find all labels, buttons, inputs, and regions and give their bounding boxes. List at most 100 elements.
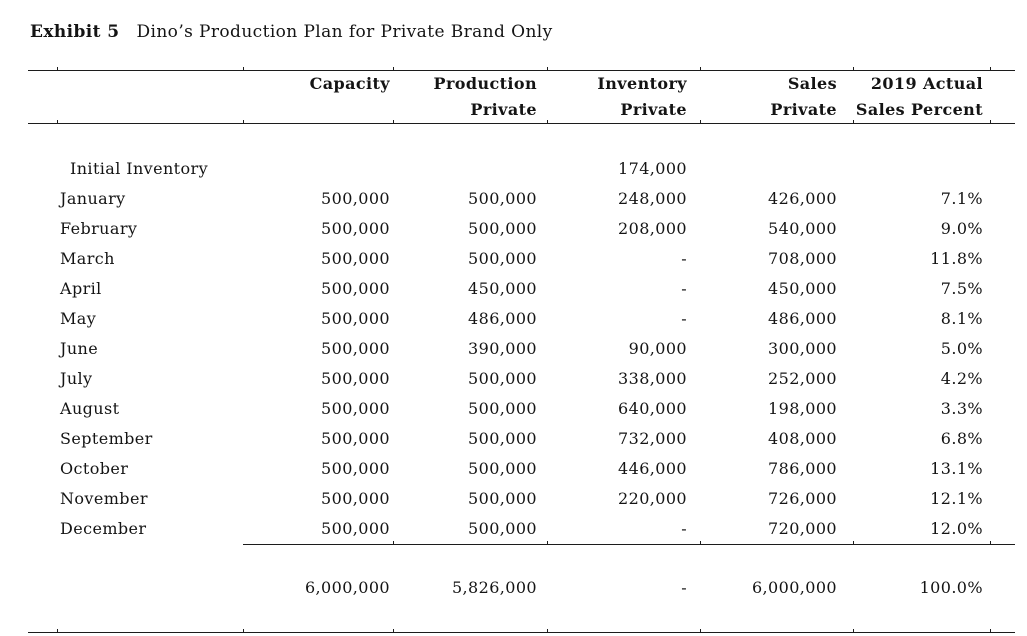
- sales-percent-cell: 11.8%: [930, 249, 983, 268]
- header-production-line2: Private: [470, 100, 537, 119]
- row-right-spacer: [990, 334, 1015, 364]
- sales-cell: [700, 154, 853, 184]
- production-cell: 500,000: [468, 489, 537, 508]
- production-cell: 500,000: [468, 249, 537, 268]
- table-row: January 500,000 500,000 248,000 426,000 …: [28, 184, 1015, 214]
- sales-cell: 540,000: [768, 219, 837, 238]
- row-label-cell: January: [60, 189, 126, 208]
- sales-cell: 486,000: [768, 309, 837, 328]
- row-label-cell: November: [60, 489, 148, 508]
- production-cell: 486,000: [468, 309, 537, 328]
- blank-row: [28, 124, 1015, 154]
- sales-percent-cell: 13.1%: [930, 459, 983, 478]
- inventory-cell: 174,000: [618, 159, 687, 178]
- sales-percent-cell: 7.1%: [940, 189, 983, 208]
- header-inventory-private: Inventory Private: [547, 71, 700, 123]
- inventory-cell: 248,000: [618, 189, 687, 208]
- sales-percent-cell: [853, 154, 990, 184]
- header-row-label-spacer: [28, 71, 243, 123]
- inventory-cell: 640,000: [618, 399, 687, 418]
- table-top-rule: [28, 67, 1015, 71]
- capacity-cell: 500,000: [321, 219, 390, 238]
- column-boundary-tick: [243, 120, 244, 124]
- column-boundary-tick: [57, 67, 58, 71]
- row-label-cell: May: [60, 309, 97, 328]
- exhibit-title: Exhibit 5 Dino’s Production Plan for Priv…: [30, 0, 1027, 44]
- column-boundary-tick: [990, 629, 991, 633]
- sales-percent-cell: 9.0%: [940, 219, 983, 238]
- row-right-spacer: [990, 304, 1015, 334]
- sales-cell: 408,000: [768, 429, 837, 448]
- production-cell: 500,000: [468, 459, 537, 478]
- sales-cell: 450,000: [768, 279, 837, 298]
- header-capacity-line2: [243, 97, 390, 123]
- column-boundary-tick: [700, 120, 701, 124]
- row-right-spacer: [990, 184, 1015, 214]
- inventory-cell: -: [681, 249, 687, 268]
- sales-cell: 426,000: [768, 189, 837, 208]
- table-row: June 500,000 390,000 90,000 300,000 5.0%: [28, 334, 1015, 364]
- table-row: September 500,000 500,000 732,000 408,00…: [28, 424, 1015, 454]
- header-bottom-rule: [28, 120, 1015, 124]
- column-boundary-tick: [547, 541, 548, 545]
- capacity-cell: [243, 154, 393, 184]
- sales-percent-cell: 7.5%: [940, 279, 983, 298]
- totals-capacity-cell: 6,000,000: [304, 578, 390, 597]
- column-boundary-tick: [990, 541, 991, 545]
- header-capacity-line1: Capacity: [309, 74, 390, 93]
- row-label-cell: February: [60, 219, 138, 238]
- capacity-cell: 500,000: [321, 249, 390, 268]
- sales-percent-cell: 6.8%: [940, 429, 983, 448]
- column-boundary-tick: [393, 629, 394, 633]
- table-row: December 500,000 500,000 - 720,000 12.0%: [28, 514, 1015, 544]
- sales-cell: 720,000: [768, 519, 837, 538]
- row-label-cell: April: [60, 279, 102, 298]
- table-row: March 500,000 500,000 - 708,000 11.8%: [28, 244, 1015, 274]
- row-right-spacer: [990, 424, 1015, 454]
- row-right-spacer: [990, 214, 1015, 244]
- column-boundary-tick: [243, 67, 244, 71]
- column-boundary-tick: [57, 120, 58, 124]
- column-boundary-tick: [393, 67, 394, 71]
- blank-row: [28, 603, 1015, 632]
- header-inventory-line1: Inventory: [597, 74, 687, 93]
- sales-cell: 726,000: [768, 489, 837, 508]
- header-percent-line2: Sales Percent: [855, 100, 983, 119]
- inventory-cell: -: [681, 309, 687, 328]
- row-right-spacer: [990, 394, 1015, 424]
- inventory-cell: 220,000: [618, 489, 687, 508]
- column-boundary-tick: [547, 67, 548, 71]
- table-row: April 500,000 450,000 - 450,000 7.5%: [28, 274, 1015, 304]
- production-cell: 500,000: [468, 189, 537, 208]
- column-boundary-tick: [700, 629, 701, 633]
- row-right-spacer: [990, 274, 1015, 304]
- sales-percent-cell: 5.0%: [940, 339, 983, 358]
- inventory-cell: 446,000: [618, 459, 687, 478]
- row-right-spacer: [990, 484, 1015, 514]
- column-boundary-tick: [990, 67, 991, 71]
- table-row: July 500,000 500,000 338,000 252,000 4.2…: [28, 364, 1015, 394]
- header-capacity: Capacity: [243, 71, 393, 123]
- totals-row: 6,000,000 5,826,000 - 6,000,000 100.0%: [28, 573, 1015, 603]
- column-boundary-tick: [700, 67, 701, 71]
- header-inventory-line2: Private: [620, 100, 687, 119]
- header-sales-private: Sales Private: [700, 71, 853, 123]
- table-bottom-rule: [28, 629, 1015, 633]
- inventory-cell: -: [681, 279, 687, 298]
- exhibit-label: Exhibit 5: [30, 22, 120, 42]
- header-sales-line2: Private: [770, 100, 837, 119]
- row-label-cell: September: [60, 429, 153, 448]
- table-row: October 500,000 500,000 446,000 786,000 …: [28, 454, 1015, 484]
- sales-percent-cell: 8.1%: [940, 309, 983, 328]
- header-production-private: Production Private: [393, 71, 547, 123]
- capacity-cell: 500,000: [321, 459, 390, 478]
- production-cell: 500,000: [468, 399, 537, 418]
- row-right-spacer: [990, 514, 1015, 544]
- column-boundary-tick: [853, 120, 854, 124]
- sales-percent-cell: 12.1%: [930, 489, 983, 508]
- sales-cell: 786,000: [768, 459, 837, 478]
- row-label-cell: October: [60, 459, 129, 478]
- row-right-spacer: [990, 454, 1015, 484]
- capacity-cell: 500,000: [321, 339, 390, 358]
- production-plan-table: Capacity Production Private Inventory Pr…: [28, 67, 1015, 633]
